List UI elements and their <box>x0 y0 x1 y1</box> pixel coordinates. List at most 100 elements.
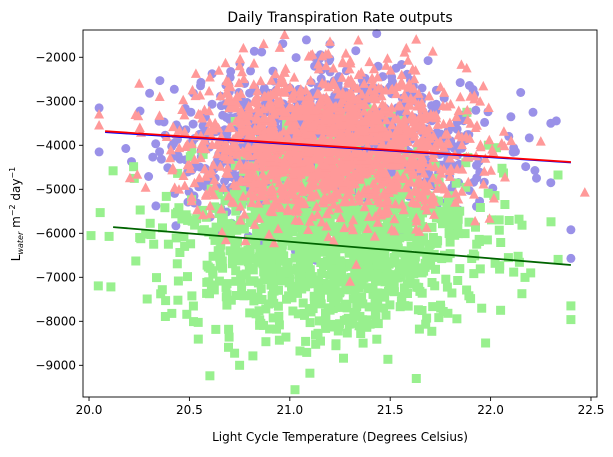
triangle-point-1516 <box>310 190 321 200</box>
triangle-point-903 <box>359 201 370 212</box>
triangle-point-154 <box>445 171 456 181</box>
square-point-749 <box>494 225 504 235</box>
square-point-1371 <box>360 234 370 244</box>
triangle-point-902 <box>364 56 375 67</box>
triangle-point-1395 <box>347 178 358 188</box>
square-point-1374 <box>352 224 362 234</box>
triangle-point-682 <box>340 48 351 58</box>
triangle-point-620 <box>298 120 309 130</box>
square-point-1197 <box>283 258 293 267</box>
triangle-point-1569 <box>279 29 290 39</box>
square-point-1362 <box>285 210 295 220</box>
square-point-1257 <box>412 235 422 245</box>
triangle-point-1329 <box>226 196 237 206</box>
triangle-point-1176 <box>238 123 249 134</box>
triangle-point-522 <box>408 83 419 93</box>
square-point-200 <box>427 222 437 232</box>
triangle-point-185 <box>411 34 422 44</box>
triangle-point-1277 <box>189 177 200 188</box>
triangle-point-670 <box>305 75 316 85</box>
square-point-876 <box>231 266 241 276</box>
square-point-266 <box>173 168 183 178</box>
square-point-195 <box>179 232 189 242</box>
triangle-point-643 <box>235 215 246 225</box>
square-point-1174 <box>156 289 166 299</box>
square-point-113 <box>152 273 161 283</box>
square-point-1049 <box>214 234 224 244</box>
square-point-1312 <box>322 256 332 266</box>
square-point-667 <box>231 243 240 253</box>
square-point-984 <box>482 235 492 245</box>
square-point-1025 <box>466 294 476 304</box>
triangle-point-1557 <box>333 89 344 99</box>
square-point-263 <box>250 240 260 250</box>
circle-point-301 <box>148 152 158 162</box>
circle-point-1198 <box>246 66 255 76</box>
circle-point-491 <box>417 83 427 93</box>
triangle-point-457 <box>209 174 220 185</box>
triangle-point-1068 <box>220 234 231 245</box>
square-point-1358 <box>348 294 358 304</box>
circle-point-1164 <box>151 201 161 211</box>
y-tick-label: −9000 <box>35 358 76 372</box>
square-point-737 <box>261 304 271 314</box>
triangle-point-1122 <box>304 91 315 101</box>
square-point-35 <box>224 332 234 342</box>
square-point-930 <box>351 308 361 317</box>
square-point-665 <box>337 302 347 312</box>
square-point-1253 <box>324 246 333 256</box>
triangle-point-1585 <box>274 77 285 87</box>
triangle-point-1199 <box>244 110 255 120</box>
square-point-840 <box>356 329 366 338</box>
triangle-point-466 <box>385 107 396 118</box>
square-point-1261 <box>296 233 306 243</box>
triangle-point-115 <box>421 222 432 232</box>
square-point-1403 <box>566 315 576 325</box>
square-point-571 <box>517 289 527 299</box>
triangle-point-1401 <box>241 172 252 183</box>
x-axis-ticks: 20.0 20.5 21.0 21.5 22.0 22.5 <box>76 397 604 417</box>
triangle-point-861 <box>339 195 350 205</box>
square-point-1005 <box>298 298 308 308</box>
square-point-691 <box>395 194 405 204</box>
square-point-223 <box>447 288 457 298</box>
square-point-1311 <box>402 267 412 277</box>
triangle-point-1019 <box>382 195 393 206</box>
triangle-point-1107 <box>229 101 240 111</box>
triangle-point-1529 <box>381 208 392 218</box>
triangle-point-1029 <box>328 199 339 209</box>
square-point-1093 <box>390 258 400 268</box>
x-tick-label: 22.0 <box>477 403 504 417</box>
square-point-1177 <box>343 313 353 323</box>
square-point-1109 <box>443 212 452 222</box>
square-point-987 <box>314 316 324 326</box>
triangle-point-900 <box>285 81 295 92</box>
square-point-1368 <box>274 249 284 259</box>
triangle-point-676 <box>335 212 346 223</box>
triangle-point-199 <box>440 129 451 139</box>
triangle-point-1470 <box>437 100 448 110</box>
square-point-260 <box>129 162 139 172</box>
square-point-1112 <box>198 149 208 159</box>
triangle-point-1050 <box>270 196 281 206</box>
triangle-point-1551 <box>404 161 415 171</box>
triangle-point-1149 <box>329 143 340 153</box>
square-point-1182 <box>299 243 309 253</box>
square-point-102 <box>383 354 393 364</box>
square-point-105 <box>245 308 255 318</box>
triangle-point-1289 <box>231 141 242 152</box>
square-point-320 <box>380 292 390 302</box>
triangle-point-76 <box>134 122 145 132</box>
square-point-392 <box>428 302 438 312</box>
triangle-point-1515 <box>341 151 352 161</box>
square-point-109 <box>186 239 196 249</box>
square-point-1242 <box>500 200 510 209</box>
triangle-point-710 <box>200 171 211 181</box>
triangle-point-1106 <box>282 203 293 214</box>
triangle-point-1058 <box>453 194 464 204</box>
triangle-point-1309 <box>182 139 193 149</box>
triangle-point-1007 <box>405 176 416 186</box>
square-point-1238 <box>329 272 339 282</box>
triangle-point-1536 <box>367 123 378 133</box>
triangle-point-1452 <box>243 100 254 111</box>
